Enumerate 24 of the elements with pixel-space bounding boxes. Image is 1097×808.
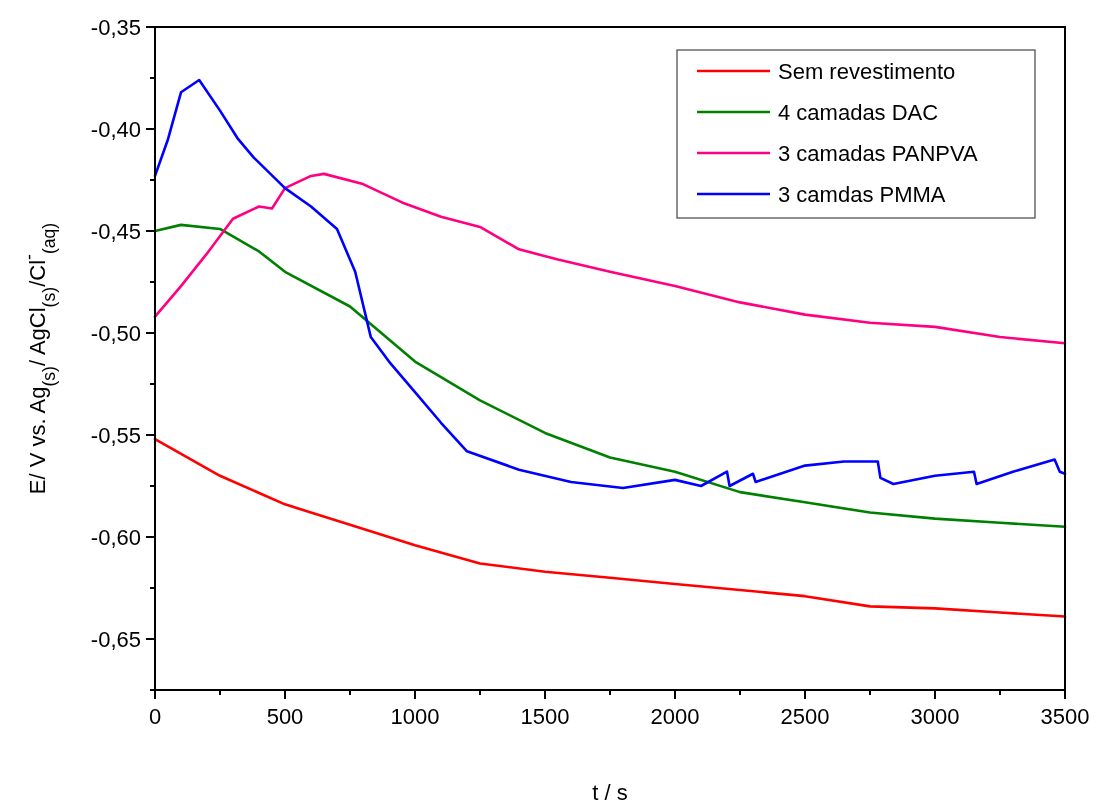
y-tick-label: -0,65 bbox=[90, 627, 141, 652]
line-series bbox=[153, 78, 1067, 490]
y-tick-label: -0,50 bbox=[90, 321, 141, 346]
y-tick-label: -0,55 bbox=[90, 423, 141, 448]
x-tick-label: 1000 bbox=[390, 704, 440, 729]
y-tick-label: -0,35 bbox=[90, 15, 141, 40]
x-tick-label: 2500 bbox=[780, 704, 830, 729]
legend-label: Sem revestimento bbox=[778, 59, 956, 84]
line-series bbox=[153, 223, 1067, 529]
x-tick-label: 0 bbox=[148, 704, 162, 729]
x-tick-label: 2000 bbox=[650, 704, 700, 729]
y-tick-label: -0,45 bbox=[90, 219, 141, 244]
x-tick-label: 500 bbox=[266, 704, 304, 729]
line-series bbox=[153, 172, 1067, 345]
legend-label: 3 camdas PMMA bbox=[778, 182, 946, 207]
line-series bbox=[153, 437, 1067, 618]
x-tick-label: 1500 bbox=[520, 704, 570, 729]
y-tick-label: -0,40 bbox=[90, 117, 141, 142]
y-tick-label: -0,60 bbox=[90, 525, 141, 550]
x-tick-label: 3000 bbox=[910, 704, 960, 729]
x-tick-label: 3500 bbox=[1040, 704, 1090, 729]
legend-label: 4 camadas DAC bbox=[778, 100, 939, 125]
legend-label: 3 camadas PANPVA bbox=[778, 141, 979, 166]
x-axis-title: t / s bbox=[592, 780, 628, 805]
